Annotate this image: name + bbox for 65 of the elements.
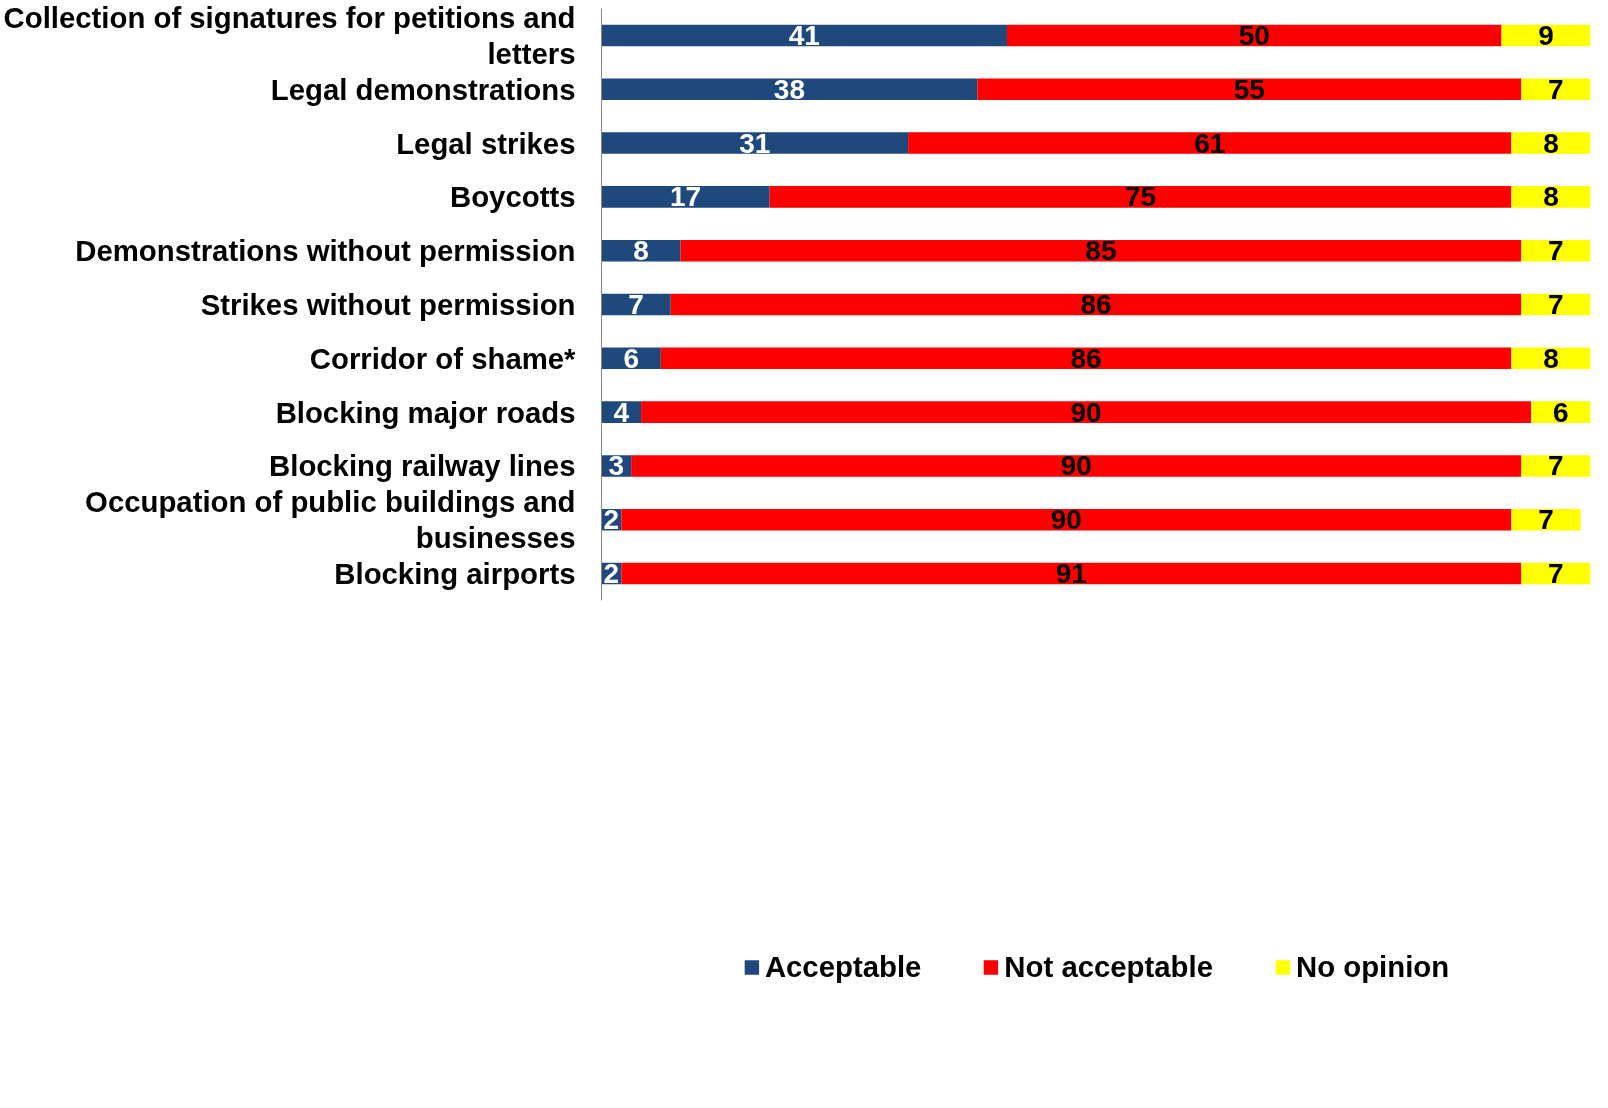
- legend-label: No opinion: [1295, 949, 1450, 984]
- bar: [977, 78, 1522, 100]
- data-label: 61: [1194, 127, 1226, 159]
- y-tick-label: Blocking railway lines: [269, 449, 576, 483]
- data-label: 86: [1070, 342, 1102, 374]
- y-tick-label: Blocking airports: [334, 557, 576, 591]
- data-label: 7: [1548, 73, 1564, 105]
- bar: [670, 293, 1522, 316]
- bar: [908, 132, 1512, 154]
- bar: [1511, 509, 1581, 531]
- y-tick-label: Legal strikes: [396, 126, 576, 160]
- data-label: 90: [1070, 396, 1102, 428]
- data-label: 6: [623, 342, 639, 374]
- data-label: 7: [1548, 558, 1564, 590]
- bar: [1521, 78, 1591, 100]
- data-label: 90: [1050, 504, 1082, 536]
- legend-label: Not acceptable: [1004, 949, 1213, 984]
- data-label: 8: [633, 235, 649, 267]
- data-label: 86: [1080, 289, 1112, 320]
- bar: [1521, 455, 1591, 477]
- y-tick-label: Corridor of shame*: [309, 341, 577, 375]
- y-tick-label: Blocking major roads: [275, 395, 576, 429]
- y-tick-label: Strikes without permission: [200, 288, 576, 321]
- data-label: 8: [1543, 181, 1559, 213]
- bar: [621, 509, 1512, 531]
- bar: [769, 186, 1512, 208]
- data-label: 38: [773, 73, 805, 105]
- data-label: 2: [603, 504, 620, 536]
- data-label: 7: [628, 289, 644, 320]
- bar: [601, 24, 1007, 47]
- y-tick-label: Demonstrations without permission: [75, 234, 576, 268]
- bar: [680, 239, 1522, 262]
- bar: [631, 455, 1522, 477]
- data-label: 6: [1553, 396, 1569, 428]
- bar: [1006, 24, 1502, 47]
- data-label: 8: [1543, 342, 1559, 374]
- y-tick-label: Collection of signatures for petitions and letters: [3, 0, 576, 71]
- data-label: 7: [1548, 289, 1564, 320]
- bar: [601, 78, 978, 100]
- data-label: 3: [608, 450, 625, 482]
- data-label: 7: [1548, 450, 1564, 482]
- data-label: 7: [1548, 235, 1564, 267]
- data-label: 75: [1124, 181, 1157, 213]
- y-tick-label: Occupation of public buildings and businesses: [85, 485, 576, 555]
- data-label: 7: [1538, 504, 1554, 536]
- data-label: 50: [1238, 19, 1270, 51]
- y-tick-label: Boycotts: [450, 180, 576, 214]
- bar: [621, 562, 1522, 585]
- bar: [601, 186, 770, 208]
- bar: [601, 132, 909, 154]
- data-label: 17: [669, 181, 702, 213]
- data-label: 4: [613, 396, 630, 428]
- data-label: 85: [1085, 235, 1117, 267]
- y-tick-label: Legal demonstrations: [270, 72, 576, 106]
- data-label: 90: [1060, 450, 1092, 482]
- data-label: 8: [1543, 127, 1559, 159]
- bar: [660, 347, 1512, 370]
- bar: [641, 401, 1532, 423]
- data-label: 9: [1538, 19, 1554, 51]
- legend-label: Acceptable: [764, 949, 922, 984]
- data-label: 55: [1233, 73, 1265, 105]
- data-label: 2: [603, 558, 620, 590]
- data-label: 91: [1055, 558, 1087, 590]
- data-label: 41: [788, 19, 820, 51]
- data-label: 31: [739, 127, 771, 159]
